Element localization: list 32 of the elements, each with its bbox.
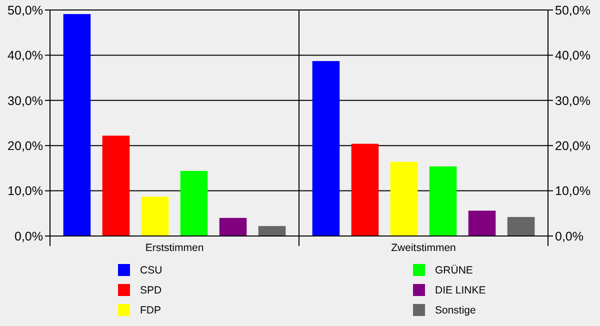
y2-tick-label: 40,0% [555, 48, 590, 63]
bar [468, 210, 496, 236]
bar [507, 217, 535, 236]
y2-tick-label: 50,0% [555, 3, 590, 18]
x-tick-label: Zweitstimmen [391, 242, 456, 254]
bar [219, 218, 247, 236]
bar [141, 196, 169, 236]
y2-tick-label: 20,0% [555, 138, 590, 153]
y-tick-label: 50,0% [8, 3, 43, 18]
y-tick-label: 0,0% [14, 229, 43, 244]
bar [180, 170, 208, 236]
y-tick-label: 30,0% [8, 94, 43, 108]
bar [390, 162, 418, 236]
legend-label: GRÜNE [435, 264, 473, 277]
y-tick-label: 10,0% [8, 184, 43, 198]
legend-label: Sonstige [435, 304, 476, 317]
y2-tick-label: 0,0% [555, 229, 584, 244]
legend-label: CSU [140, 264, 162, 277]
y2-tick-label: 10,0% [555, 184, 590, 198]
y2-tick-label: 30,0% [555, 94, 590, 108]
bar [258, 226, 286, 236]
bar [312, 61, 340, 236]
legend-label: DIE LINKE [435, 284, 486, 297]
x-tick-label: Erststimmen [145, 242, 204, 254]
y-tick-label: 20,0% [8, 138, 43, 153]
bar [351, 144, 379, 236]
bar [63, 14, 91, 236]
legend-label: FDP [140, 304, 161, 317]
bar [429, 166, 457, 236]
legend-label: SPD [140, 284, 162, 297]
bar [102, 136, 130, 236]
y-tick-label: 40,0% [8, 48, 43, 63]
